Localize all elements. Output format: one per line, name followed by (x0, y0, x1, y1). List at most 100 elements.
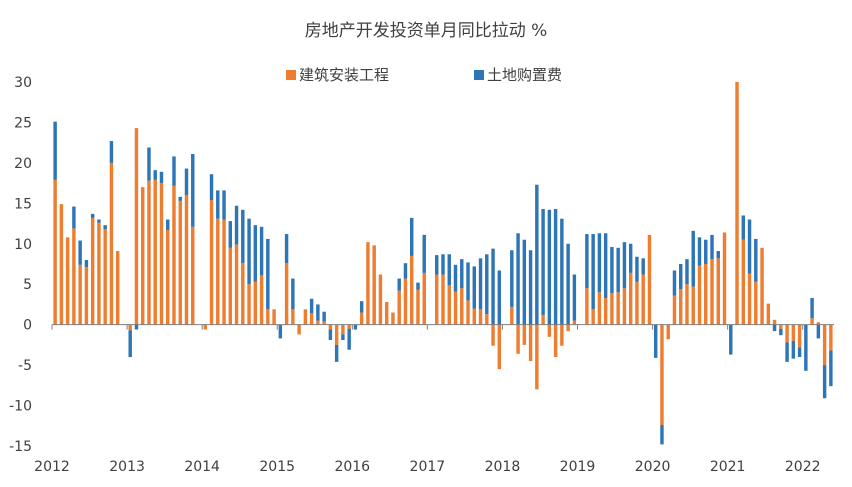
bar-construction (347, 324, 351, 329)
bar-construction (322, 321, 326, 325)
bar-construction (172, 185, 176, 325)
bar-construction (191, 226, 195, 325)
bar-land (97, 219, 101, 223)
bar-construction (822, 324, 827, 366)
bar-land (53, 121, 57, 180)
bar-land (266, 238, 270, 310)
x-tick-label: 2014 (184, 459, 220, 475)
bar-construction (410, 255, 414, 325)
bar-construction (660, 324, 664, 425)
bar-construction (435, 274, 439, 325)
bar-construction (328, 324, 333, 330)
bar-construction (384, 302, 389, 325)
bar-construction (735, 82, 739, 325)
bar-land (528, 250, 533, 325)
bar-construction (666, 324, 670, 340)
bar-land (572, 274, 577, 321)
bar-land (797, 347, 802, 358)
legend-label-land: 土地购置费 (487, 66, 562, 84)
bar-land (184, 168, 189, 196)
bar-construction (222, 219, 226, 325)
bar-construction (341, 324, 345, 335)
bar-land (660, 424, 664, 445)
bar-land (553, 209, 558, 325)
bar-construction (103, 229, 107, 325)
bar-land (109, 141, 114, 163)
bar-construction (128, 324, 132, 331)
bar-land (460, 259, 464, 289)
bar-construction (97, 222, 101, 325)
y-tick-label: 5 (23, 277, 32, 293)
bar-construction (603, 297, 608, 325)
x-tick-label: 2017 (410, 459, 446, 475)
bar-construction (166, 230, 170, 325)
bar-land (829, 350, 833, 387)
bar-construction (147, 180, 151, 325)
bar-land (754, 238, 758, 282)
bar-land (147, 147, 151, 181)
bar-land (253, 225, 258, 282)
bar-construction (672, 295, 677, 325)
bar-land (328, 329, 333, 341)
bar-land (347, 328, 351, 350)
bar-construction (378, 274, 383, 325)
bar-construction (241, 263, 245, 325)
bar-land (535, 184, 539, 325)
bar-construction (297, 324, 301, 335)
bar-construction (115, 251, 120, 325)
bar-land (359, 301, 364, 313)
bar-land (234, 205, 239, 245)
bar-land (741, 215, 746, 240)
bar-construction (528, 324, 533, 362)
bar-land (516, 233, 520, 325)
bar-land (785, 342, 789, 362)
bar-construction (234, 244, 239, 325)
bar-land (704, 239, 708, 264)
bar-construction (741, 239, 746, 325)
bar-construction (485, 314, 489, 325)
bar-land (635, 256, 639, 282)
bar-construction (560, 324, 564, 346)
bar-land (278, 324, 283, 339)
bar-land (522, 239, 527, 325)
bar-construction (59, 204, 64, 325)
bar-land (597, 233, 602, 293)
y-axis-ticks: 30 25 20 15 10 5 0 -5 -10 -15 (9, 75, 32, 455)
bar-land (478, 258, 483, 310)
bar-land (804, 324, 808, 371)
bar-land (84, 259, 89, 268)
bar-construction (572, 320, 577, 325)
bar-construction (766, 303, 771, 325)
bar-land (541, 209, 545, 315)
bar-land (416, 282, 420, 290)
x-axis-ticks: 2012 2013 2014 2015 2016 2017 2018 2019 2020 2021… (34, 324, 821, 475)
bar-land (591, 234, 595, 310)
bar-construction (541, 314, 545, 325)
bar-construction (679, 289, 683, 325)
bar-construction (266, 309, 270, 325)
bar-construction (366, 242, 370, 325)
bar-construction (291, 309, 295, 325)
bar-construction (466, 300, 470, 325)
bar-land (216, 190, 220, 219)
bar-land (672, 270, 677, 296)
bar-land (403, 263, 408, 279)
x-tick-label: 2016 (334, 459, 370, 475)
bar-construction (628, 272, 633, 325)
bar-land (603, 233, 608, 298)
bar-land (353, 324, 358, 330)
bar-construction (228, 247, 233, 325)
bar-land (747, 219, 752, 274)
bar-land (222, 190, 226, 220)
bar-construction (309, 313, 314, 325)
bar-construction (716, 258, 720, 325)
bar-land (334, 344, 339, 362)
bar-construction (810, 318, 814, 325)
bar-land (622, 242, 627, 289)
bar-construction (785, 324, 789, 343)
bar-construction (816, 322, 821, 325)
bar-land (610, 247, 614, 294)
bar-construction (359, 312, 364, 325)
bar-land (566, 243, 570, 325)
bar-land (291, 278, 295, 310)
